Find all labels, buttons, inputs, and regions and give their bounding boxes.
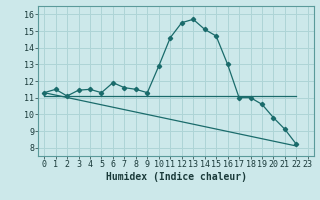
X-axis label: Humidex (Indice chaleur): Humidex (Indice chaleur) [106,172,246,182]
